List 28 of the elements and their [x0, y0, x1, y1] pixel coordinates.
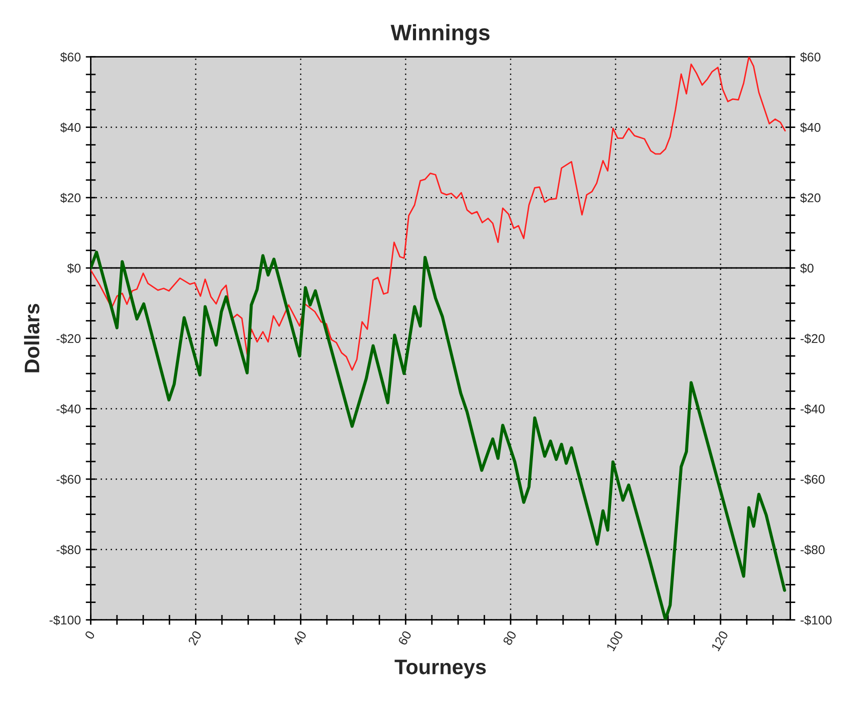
y-tick-label: $60 [60, 52, 81, 62]
y-tick-label: -$80 [56, 544, 81, 555]
y2-tick-label: $20 [800, 192, 820, 204]
chart-title: Winnings [390, 24, 490, 45]
y-axis-title: Dollars [24, 304, 40, 372]
x-tick-label: 80 [502, 630, 517, 646]
y-tick-label: $40 [60, 122, 81, 133]
y-tick-label: -$100 [50, 615, 81, 626]
y2-tick-label: -$60 [800, 474, 825, 485]
y-tick-label: -$20 [56, 334, 81, 344]
y-tick-label: $20 [60, 192, 81, 204]
x-tick-label: 100 [606, 630, 624, 652]
y2-tick-label: -$100 [800, 615, 832, 626]
x-tick-label: 20 [188, 630, 202, 646]
y2-tick-label: $0 [800, 263, 814, 274]
x-tick-label: 0 [84, 630, 96, 640]
y-tick-label: -$60 [56, 474, 81, 485]
y2-tick-label: -$80 [800, 544, 825, 555]
y2-tick-label: $40 [800, 122, 820, 133]
x-tick-label: 40 [292, 630, 307, 646]
x-tick-label: 60 [398, 630, 412, 646]
y-tick-label: $0 [67, 263, 81, 274]
y-tick-label: -$40 [56, 404, 81, 414]
x-axis-title: Tourneys [394, 660, 486, 678]
y2-tick-label: $60 [800, 52, 820, 62]
y2-tick-label: -$40 [800, 404, 825, 414]
x-tick-label: 120 [711, 630, 728, 652]
y2-tick-label: -$20 [800, 334, 825, 344]
